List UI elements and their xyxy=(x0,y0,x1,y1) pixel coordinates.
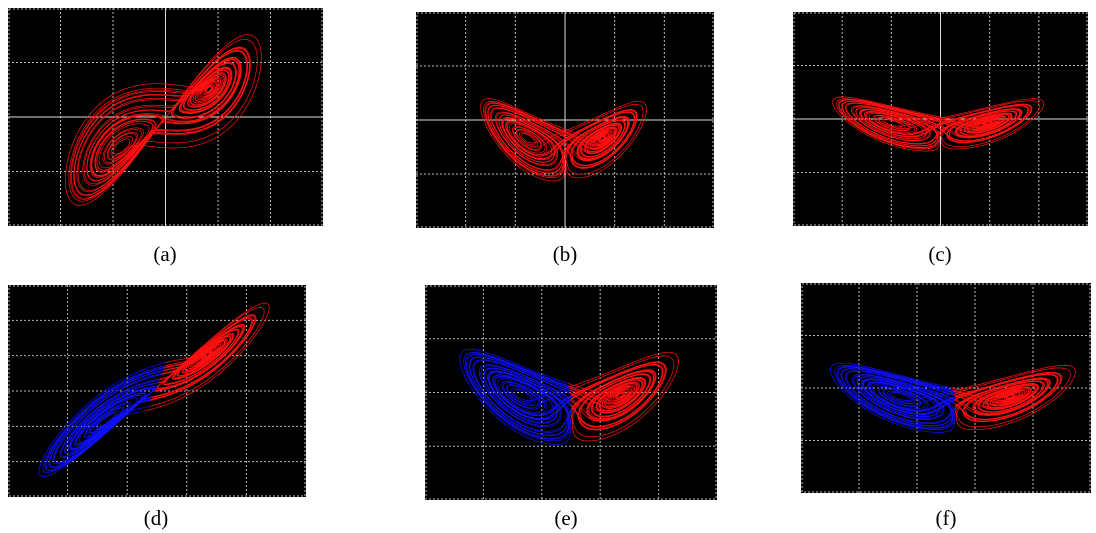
scope-panel xyxy=(8,8,323,226)
panel-label: (f) xyxy=(936,506,957,530)
scope-panel xyxy=(801,283,1091,493)
scope-panel xyxy=(416,12,714,228)
panel-label: (d) xyxy=(144,506,169,530)
figure: (a) (b) (c) (d) (e) (f) xyxy=(0,0,1096,533)
panel-label: (a) xyxy=(153,242,176,266)
scope-panel xyxy=(8,285,306,497)
scope-panel xyxy=(793,12,1088,226)
scope-panel xyxy=(425,285,717,500)
panel-label: (b) xyxy=(553,242,578,266)
panel-label: (c) xyxy=(928,242,951,266)
panel-label: (e) xyxy=(554,506,577,530)
